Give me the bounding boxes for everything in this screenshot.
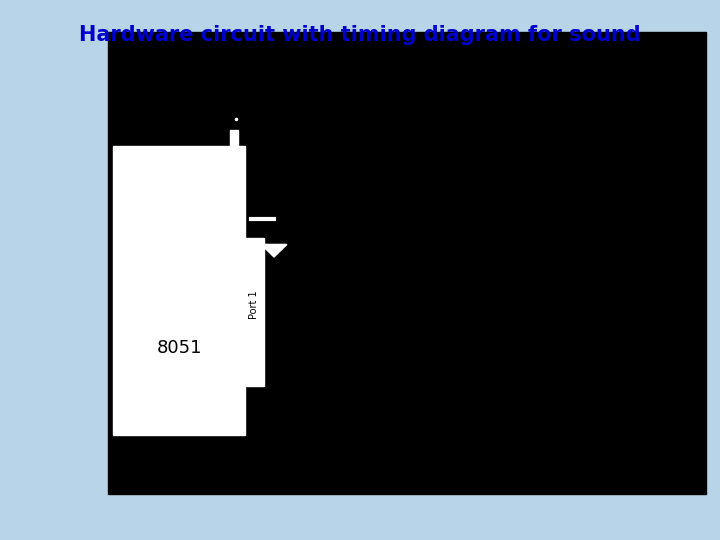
Bar bbox=[113, 146, 246, 435]
Text: Port 1: Port 1 bbox=[249, 290, 259, 319]
Bar bbox=[108, 32, 706, 494]
Text: 8051: 8051 bbox=[156, 339, 202, 357]
Polygon shape bbox=[261, 245, 287, 257]
Bar bbox=[133, 177, 140, 202]
Bar bbox=[244, 238, 264, 386]
Bar bbox=[230, 130, 238, 165]
Text: Hardware circuit with timing diagram for sound: Hardware circuit with timing diagram for… bbox=[79, 25, 641, 45]
